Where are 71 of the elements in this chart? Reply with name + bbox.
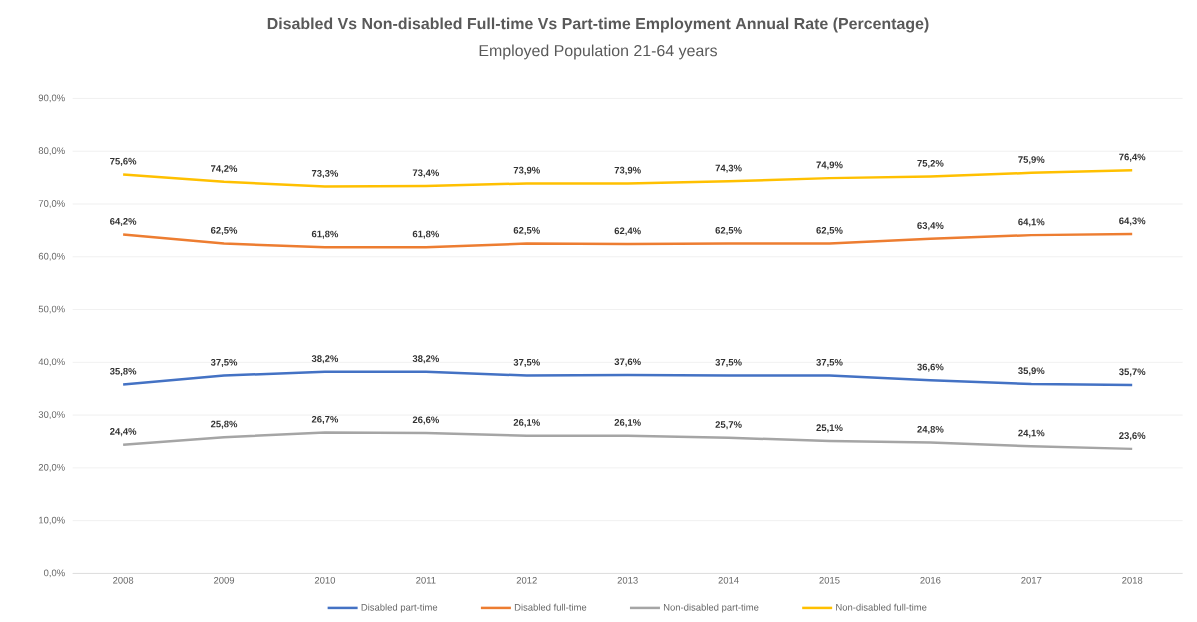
data-label: 24,1% [1018,429,1045,438]
data-label: 61,8% [311,230,339,239]
y-tick-label: 90,0% [38,94,65,103]
x-tick-label: 2012 [516,576,537,584]
x-tick-label: 2013 [617,576,638,584]
data-label: 63,4% [917,222,944,231]
legend-label: Disabled full-time [514,603,587,611]
data-label: 64,1% [1018,218,1045,227]
data-label: 73,4% [412,169,440,178]
data-label: 75,6% [110,157,137,166]
data-label: 62,5% [715,226,742,236]
y-tick-label: 40,0% [38,358,65,367]
data-label: 37,5% [210,358,238,367]
data-label: 73,3% [311,169,339,179]
data-label: 38,2% [412,355,440,364]
data-label: 24,8% [917,425,944,435]
data-label: 74,2% [211,165,238,174]
data-label: 37,6% [614,358,641,367]
data-label: 35,9% [1018,367,1045,376]
legend-label: Non-disabled part-time [663,603,759,613]
data-label: 35,8% [109,367,137,376]
data-label: 36,6% [917,363,944,372]
data-label: 23,6% [1119,432,1146,441]
data-label: 38,2% [311,355,339,364]
legend-label: Disabled part-time [361,603,438,613]
data-label: 37,5% [816,358,843,367]
x-tick-label: 2009 [213,576,235,584]
y-tick-label: 10,0% [39,516,65,525]
legend-label: Non-disabled full-time [836,603,927,611]
x-tick-label: 2008 [113,576,134,584]
x-tick-label: 2016 [920,576,941,584]
data-label: 37,5% [715,358,742,367]
y-tick-label: 60,0% [38,252,65,261]
data-label: 25,7% [715,421,742,430]
data-label: 74,3% [715,164,742,173]
data-label: 64,3% [1119,217,1146,226]
data-label: 74,9% [816,161,843,170]
data-label: 73,9% [614,166,641,175]
x-tick-label: 2015 [819,576,840,584]
data-label: 73,9% [513,166,540,175]
data-label: 75,2% [917,159,944,169]
data-label: 64,2% [110,218,137,227]
data-label: 76,4% [1119,153,1146,162]
data-label: 62,5% [210,226,238,236]
y-tick-label: 30,0% [38,411,65,420]
y-tick-label: 20,0% [38,463,65,472]
data-label: 26,6% [412,416,440,425]
chart-subtitle: Employed Population 21-64 years [479,44,717,60]
x-tick-label: 2010 [314,576,336,584]
x-tick-label: 2018 [1122,576,1143,584]
data-label: 25,1% [816,424,843,433]
data-label: 35,7% [1119,368,1146,377]
data-label: 62,4% [614,227,641,236]
y-tick-label: 80,0% [38,147,65,156]
x-tick-label: 2011 [416,576,436,584]
data-label: 62,5% [816,226,843,236]
y-tick-label: 0,0% [43,569,65,578]
chart-title: Disabled Vs Non-disabled Full-time Vs Part-time Employment Annual Rate (Percentage) [267,17,929,33]
y-tick-label: 70,0% [38,200,65,208]
data-label: 26,1% [513,419,540,428]
y-tick-label: 50,0% [38,305,65,314]
data-label: 62,5% [513,226,540,236]
data-label: 25,8% [210,420,238,429]
data-label: 61,8% [412,230,440,239]
x-tick-label: 2014 [718,576,739,584]
x-tick-label: 2017 [1021,576,1042,584]
data-label: 24,4% [110,428,137,437]
data-label: 75,9% [1018,156,1045,165]
data-label: 37,5% [513,358,540,367]
data-label: 26,1% [614,419,641,428]
data-label: 26,7% [311,415,339,424]
